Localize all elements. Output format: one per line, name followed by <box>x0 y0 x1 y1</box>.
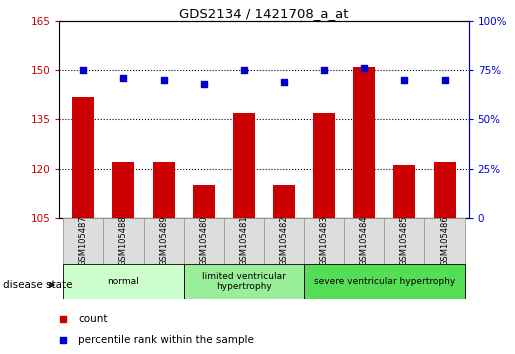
Point <box>200 81 208 87</box>
Text: GSM105483: GSM105483 <box>320 215 329 266</box>
Text: GSM105485: GSM105485 <box>400 215 409 266</box>
Text: normal: normal <box>108 277 140 286</box>
Point <box>400 77 408 83</box>
Bar <box>104 218 144 264</box>
Text: GSM105489: GSM105489 <box>159 215 168 266</box>
Point <box>280 79 288 85</box>
Text: GSM105486: GSM105486 <box>440 215 449 266</box>
Bar <box>63 264 184 299</box>
Text: GSM105487: GSM105487 <box>79 215 88 266</box>
Point <box>240 68 248 73</box>
Title: GDS2134 / 1421708_a_at: GDS2134 / 1421708_a_at <box>179 7 349 20</box>
Point <box>160 77 168 83</box>
Text: percentile rank within the sample: percentile rank within the sample <box>78 335 254 345</box>
Point <box>59 316 67 321</box>
Text: GSM105481: GSM105481 <box>239 215 248 266</box>
Bar <box>72 97 94 218</box>
Point <box>79 68 88 73</box>
Bar <box>152 162 175 218</box>
Bar <box>233 113 255 218</box>
Bar <box>344 218 384 264</box>
Bar <box>304 218 344 264</box>
Text: limited ventricular
hypertrophy: limited ventricular hypertrophy <box>202 272 286 291</box>
Bar <box>424 218 465 264</box>
Point <box>360 65 368 71</box>
Text: disease state: disease state <box>3 280 72 290</box>
Bar <box>184 264 304 299</box>
Text: count: count <box>78 314 108 324</box>
Bar <box>384 218 424 264</box>
Point <box>440 77 449 83</box>
Bar <box>112 162 134 218</box>
Bar <box>184 218 224 264</box>
Bar <box>144 218 184 264</box>
Bar <box>63 218 104 264</box>
Bar <box>193 185 215 218</box>
Bar <box>393 165 416 218</box>
Bar <box>353 67 375 218</box>
Text: severe ventricular hypertrophy: severe ventricular hypertrophy <box>314 277 455 286</box>
Bar <box>224 218 264 264</box>
Bar <box>264 218 304 264</box>
Bar <box>313 113 335 218</box>
Text: GSM105482: GSM105482 <box>280 215 288 266</box>
Bar <box>434 162 456 218</box>
Point <box>119 75 128 81</box>
Text: GSM105488: GSM105488 <box>119 215 128 266</box>
Text: GSM105484: GSM105484 <box>360 215 369 266</box>
Point <box>320 68 328 73</box>
Point <box>59 337 67 343</box>
Bar <box>304 264 465 299</box>
Text: GSM105480: GSM105480 <box>199 215 208 266</box>
Bar <box>273 185 295 218</box>
